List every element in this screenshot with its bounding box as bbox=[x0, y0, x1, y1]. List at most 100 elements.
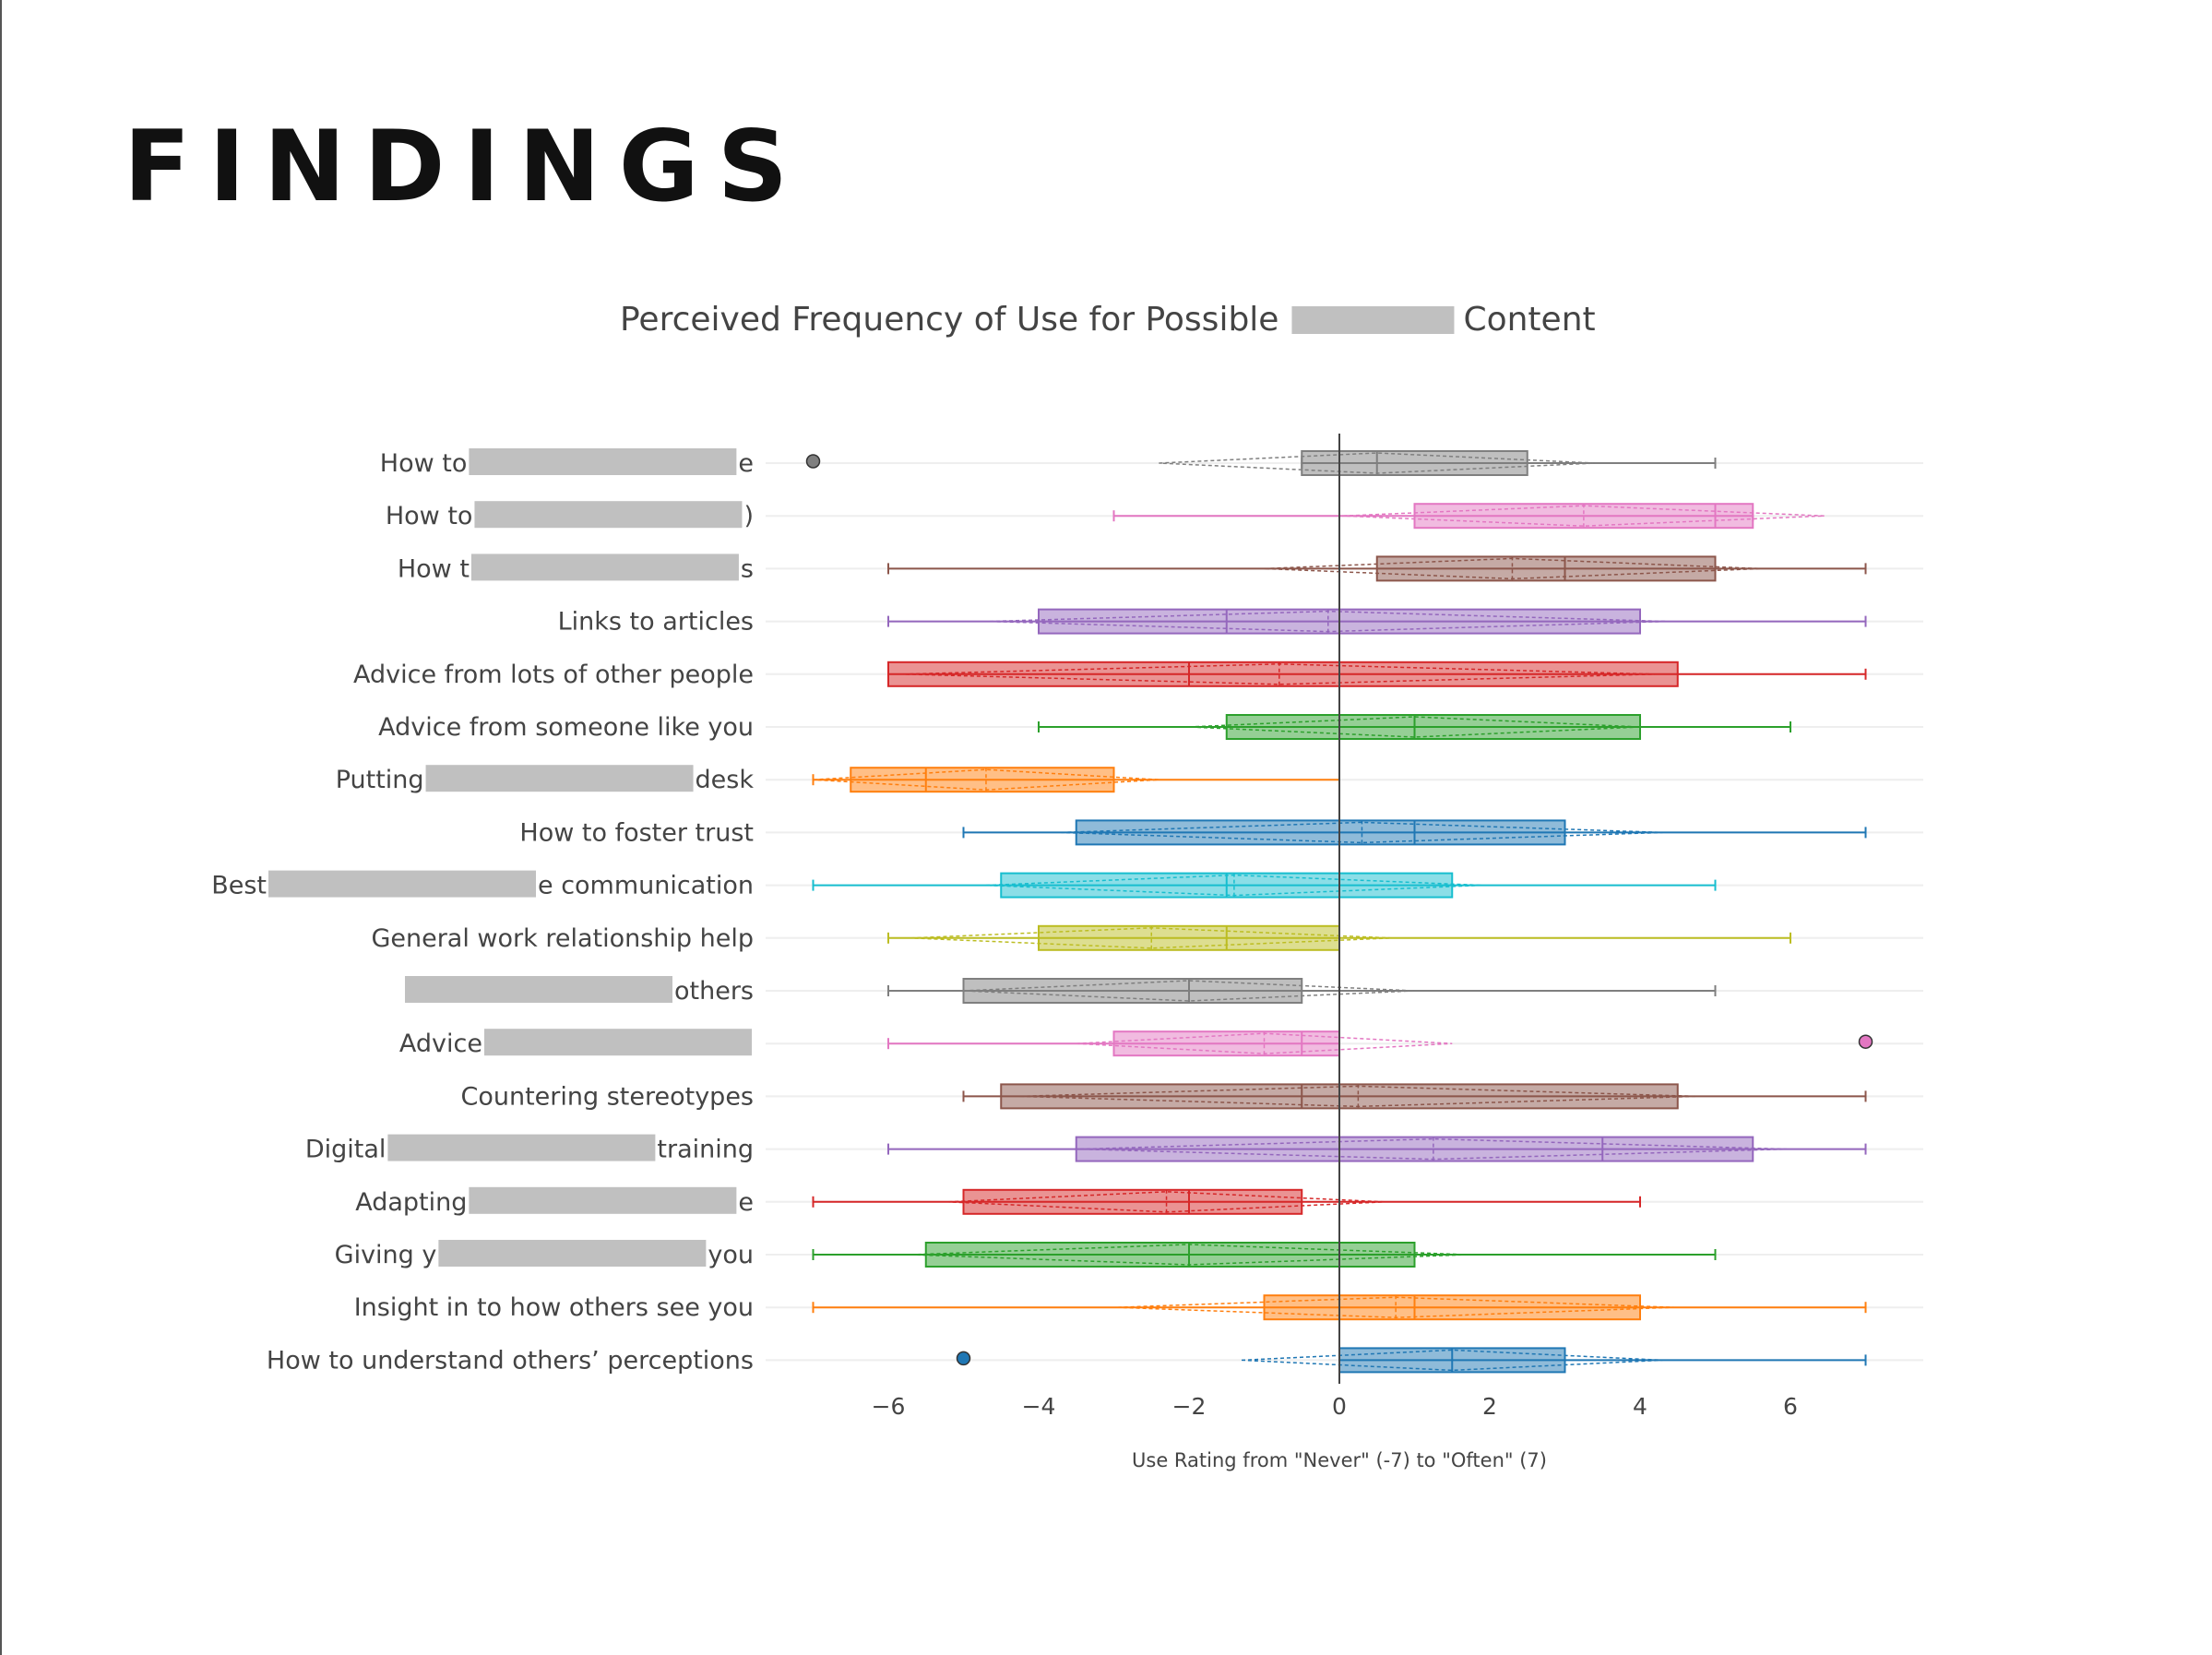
category-labels: e How to ) How to s How t Links to articles A… bbox=[211, 448, 754, 1375]
category-label-text: Links to articles bbox=[558, 608, 754, 637]
category-label-text: Putting bbox=[336, 766, 424, 794]
category-label-text: training bbox=[657, 1136, 754, 1164]
category-label-text: General work relationship help bbox=[371, 924, 754, 953]
mean-sd-diamond bbox=[1343, 505, 1825, 527]
x-tick-labels: −6 −4 −2 0 2 4 6 bbox=[872, 1393, 1798, 1420]
mean-sd-diamond bbox=[948, 1191, 1385, 1213]
mean-sd-diamond bbox=[903, 663, 1656, 685]
box-row bbox=[1112, 503, 1825, 530]
box-iqr bbox=[850, 767, 1115, 793]
category-label-text: How t bbox=[398, 554, 470, 583]
box-row bbox=[887, 924, 1791, 951]
category-label: desk Putting bbox=[336, 765, 755, 794]
mean-sd-diamond bbox=[963, 980, 1415, 1002]
category-label-text: How to bbox=[380, 449, 468, 478]
category-label-text: Countering stereotypes bbox=[460, 1082, 754, 1111]
label-redaction bbox=[484, 1029, 752, 1056]
box-iqr bbox=[1075, 819, 1566, 846]
gridlines bbox=[766, 462, 1923, 1362]
box-iqr bbox=[924, 1242, 1416, 1268]
category-label: ) How to bbox=[386, 501, 754, 530]
mean-sd-diamond bbox=[1061, 821, 1663, 844]
category-label: you Giving y bbox=[335, 1240, 754, 1269]
box-row bbox=[812, 1242, 1717, 1268]
box-row bbox=[887, 1136, 1867, 1162]
category-label-text: s bbox=[741, 554, 754, 583]
category-label-text: How to foster trust bbox=[519, 818, 754, 847]
box-iqr bbox=[1075, 1136, 1754, 1162]
category-label-text: e bbox=[738, 449, 754, 478]
mean-sd-diamond bbox=[1117, 1296, 1674, 1318]
x-tick-label: 0 bbox=[1332, 1393, 1347, 1420]
category-label-text: Digital bbox=[305, 1136, 387, 1164]
category-label-text: How to bbox=[386, 502, 473, 530]
label-redaction bbox=[474, 501, 743, 529]
label-redaction bbox=[268, 870, 536, 898]
category-label-text: How to understand others’ perceptions bbox=[267, 1346, 754, 1375]
x-tick-label: 4 bbox=[1633, 1393, 1647, 1420]
category-label-text: Best bbox=[211, 872, 267, 900]
outlier-point bbox=[1858, 1034, 1873, 1049]
box-iqr bbox=[1263, 1294, 1641, 1321]
mean-sd-diamond bbox=[910, 1244, 1468, 1266]
category-label-text: Giving y bbox=[335, 1241, 437, 1269]
box-iqr bbox=[1225, 714, 1641, 740]
chart-title-group: Perceived Frequency of Use for Possible C… bbox=[620, 301, 1596, 339]
box-row bbox=[887, 978, 1717, 1004]
label-redaction bbox=[469, 448, 737, 475]
label-redaction bbox=[405, 976, 672, 1003]
outlier-point bbox=[805, 454, 821, 469]
category-label: e Adapting bbox=[355, 1186, 754, 1217]
box-row bbox=[812, 872, 1717, 899]
box-row bbox=[887, 608, 1867, 635]
category-label: Advice from someone like you bbox=[378, 713, 754, 742]
label-redaction bbox=[425, 765, 694, 792]
category-label: training Digital bbox=[305, 1134, 754, 1164]
x-tick-label: −2 bbox=[1172, 1393, 1207, 1420]
category-label-text: Advice from someone like you bbox=[378, 713, 754, 742]
category-label: How to foster trust bbox=[519, 818, 754, 847]
x-tick-label: 2 bbox=[1482, 1393, 1497, 1420]
page-heading: FINDINGS bbox=[124, 110, 807, 223]
category-label-text: Advice bbox=[399, 1030, 482, 1058]
category-label: e How to bbox=[380, 448, 754, 478]
box-row bbox=[812, 767, 1340, 793]
category-label-text: e bbox=[738, 1188, 754, 1217]
mean-sd-diamond bbox=[985, 874, 1482, 897]
category-label: Advice from lots of other people bbox=[353, 661, 754, 689]
title-redaction bbox=[1291, 306, 1455, 334]
category-label: Countering stereotypes bbox=[460, 1082, 754, 1111]
x-axis-title: Use Rating from "Never" (-7) to "Often" … bbox=[1132, 1449, 1547, 1471]
x-tick-label: 6 bbox=[1783, 1393, 1798, 1420]
category-label-text: desk bbox=[696, 766, 755, 794]
box-row bbox=[956, 1347, 1867, 1374]
category-label: General work relationship help bbox=[371, 924, 754, 953]
category-label: How to understand others’ perceptions bbox=[267, 1346, 754, 1375]
category-label: Insight in to how others see you bbox=[354, 1293, 754, 1322]
box-row bbox=[1038, 714, 1791, 740]
category-label-text: Adapting bbox=[355, 1188, 467, 1217]
mean-sd-diamond bbox=[813, 768, 1160, 791]
mean-sd-diamond bbox=[1076, 1032, 1453, 1054]
chart-title-part: Perceived Frequency of Use for Possible bbox=[620, 301, 1278, 339]
category-label-text: ) bbox=[743, 502, 754, 530]
box-row bbox=[887, 661, 1867, 687]
box-iqr bbox=[962, 978, 1303, 1004]
slide-border bbox=[0, 0, 2, 1655]
outlier-point bbox=[956, 1351, 971, 1366]
mean-sd-diamond bbox=[1079, 1137, 1787, 1161]
box-iqr bbox=[1375, 555, 1717, 582]
category-label: s How t bbox=[398, 554, 754, 583]
box-row bbox=[962, 819, 1867, 846]
category-label: Links to articles bbox=[558, 608, 754, 637]
label-redaction bbox=[438, 1240, 707, 1267]
box-row bbox=[887, 555, 1867, 582]
category-label: Advice bbox=[399, 1029, 752, 1058]
category-label-text: others bbox=[674, 977, 754, 1006]
box-row bbox=[812, 1188, 1641, 1215]
category-label: e communication Best bbox=[211, 870, 754, 900]
x-tick-label: −4 bbox=[1022, 1393, 1056, 1420]
box-row bbox=[887, 1030, 1873, 1057]
category-label: others bbox=[405, 976, 754, 1006]
category-label-text: e communication bbox=[538, 872, 754, 900]
